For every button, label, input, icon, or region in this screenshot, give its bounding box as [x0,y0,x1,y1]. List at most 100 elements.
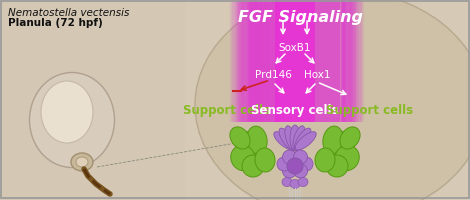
Bar [361,0,365,122]
Ellipse shape [282,178,292,186]
Bar [346,0,351,122]
Bar [244,0,249,122]
Bar [230,0,234,122]
Bar [354,0,358,122]
Bar [358,0,361,122]
Ellipse shape [293,126,305,151]
Bar [274,0,279,122]
Bar [228,0,232,122]
Ellipse shape [76,157,88,167]
Ellipse shape [295,132,316,150]
Bar [348,0,352,122]
Bar [247,0,251,122]
Bar [255,0,260,122]
Ellipse shape [255,148,275,172]
Bar [240,0,244,122]
Text: Support cells: Support cells [327,104,414,117]
Bar [229,0,233,122]
Bar [273,0,278,122]
Bar [234,0,237,122]
Bar [270,0,275,122]
Ellipse shape [230,127,250,149]
Bar [248,0,252,122]
Bar [237,0,241,122]
Ellipse shape [287,158,303,174]
Bar [265,0,269,122]
Bar [231,0,235,122]
Ellipse shape [299,157,313,171]
Bar [259,0,264,122]
Bar [275,0,281,122]
Bar [352,0,356,122]
Bar [246,0,250,122]
Text: FGF Signaling: FGF Signaling [237,10,362,25]
Ellipse shape [285,126,297,151]
Ellipse shape [331,131,354,161]
Ellipse shape [290,180,300,188]
Ellipse shape [293,150,307,164]
Ellipse shape [323,126,343,154]
Bar [251,0,257,122]
Ellipse shape [279,128,296,151]
Ellipse shape [335,145,359,171]
Bar [260,0,266,122]
Bar [273,0,278,122]
Bar [359,0,363,122]
Bar [262,0,267,122]
Ellipse shape [293,164,307,178]
Bar [340,0,344,122]
Bar [0,0,185,200]
Ellipse shape [71,153,93,171]
Bar [239,0,243,122]
Bar [268,0,274,122]
Ellipse shape [294,128,311,151]
Bar [360,0,364,122]
Bar [345,0,350,122]
Bar [269,0,274,122]
Bar [267,0,273,122]
Bar [267,0,272,122]
Bar [353,0,357,122]
Bar [345,0,348,122]
Ellipse shape [290,125,300,151]
Bar [238,0,242,122]
Bar [252,0,258,122]
Text: Sensory cells: Sensory cells [251,104,339,117]
Bar [263,0,268,122]
Bar [257,0,261,122]
Ellipse shape [41,81,93,143]
Bar [235,0,239,122]
Ellipse shape [340,127,360,149]
Bar [355,0,360,122]
Text: Hox1: Hox1 [304,70,330,80]
Bar [277,0,282,122]
Text: Support cells: Support cells [183,104,271,117]
Bar [264,0,269,122]
Bar [275,0,315,122]
Text: SoxB1: SoxB1 [279,43,311,53]
Bar [357,0,360,122]
Bar [249,0,253,122]
Ellipse shape [282,150,297,164]
Ellipse shape [195,0,470,200]
Bar [342,0,346,122]
Bar [261,0,266,122]
Ellipse shape [298,178,308,186]
Bar [256,0,261,122]
Bar [241,0,245,122]
Text: Planula (72 hpf): Planula (72 hpf) [8,18,103,28]
Ellipse shape [247,126,267,154]
Text: Nematostella vectensis: Nematostella vectensis [8,8,129,18]
Bar [250,0,340,122]
Bar [350,0,354,122]
Bar [272,0,277,122]
Bar [251,0,256,122]
Bar [351,0,355,122]
Ellipse shape [282,164,297,178]
Ellipse shape [30,72,115,168]
Bar [343,0,347,122]
Bar [265,0,270,122]
Bar [266,0,271,122]
Bar [254,0,259,122]
Bar [349,0,353,122]
